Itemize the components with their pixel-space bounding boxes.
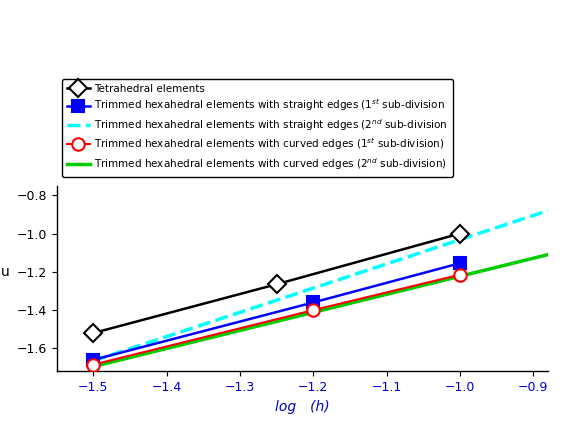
X-axis label: log  (h): log (h) <box>275 400 329 414</box>
Legend: Tetrahedral elements, Trimmed hexahedral elements with straight edges (1$^{st}$ : Tetrahedral elements, Trimmed hexahedral… <box>62 78 453 177</box>
Y-axis label: u: u <box>1 265 10 279</box>
